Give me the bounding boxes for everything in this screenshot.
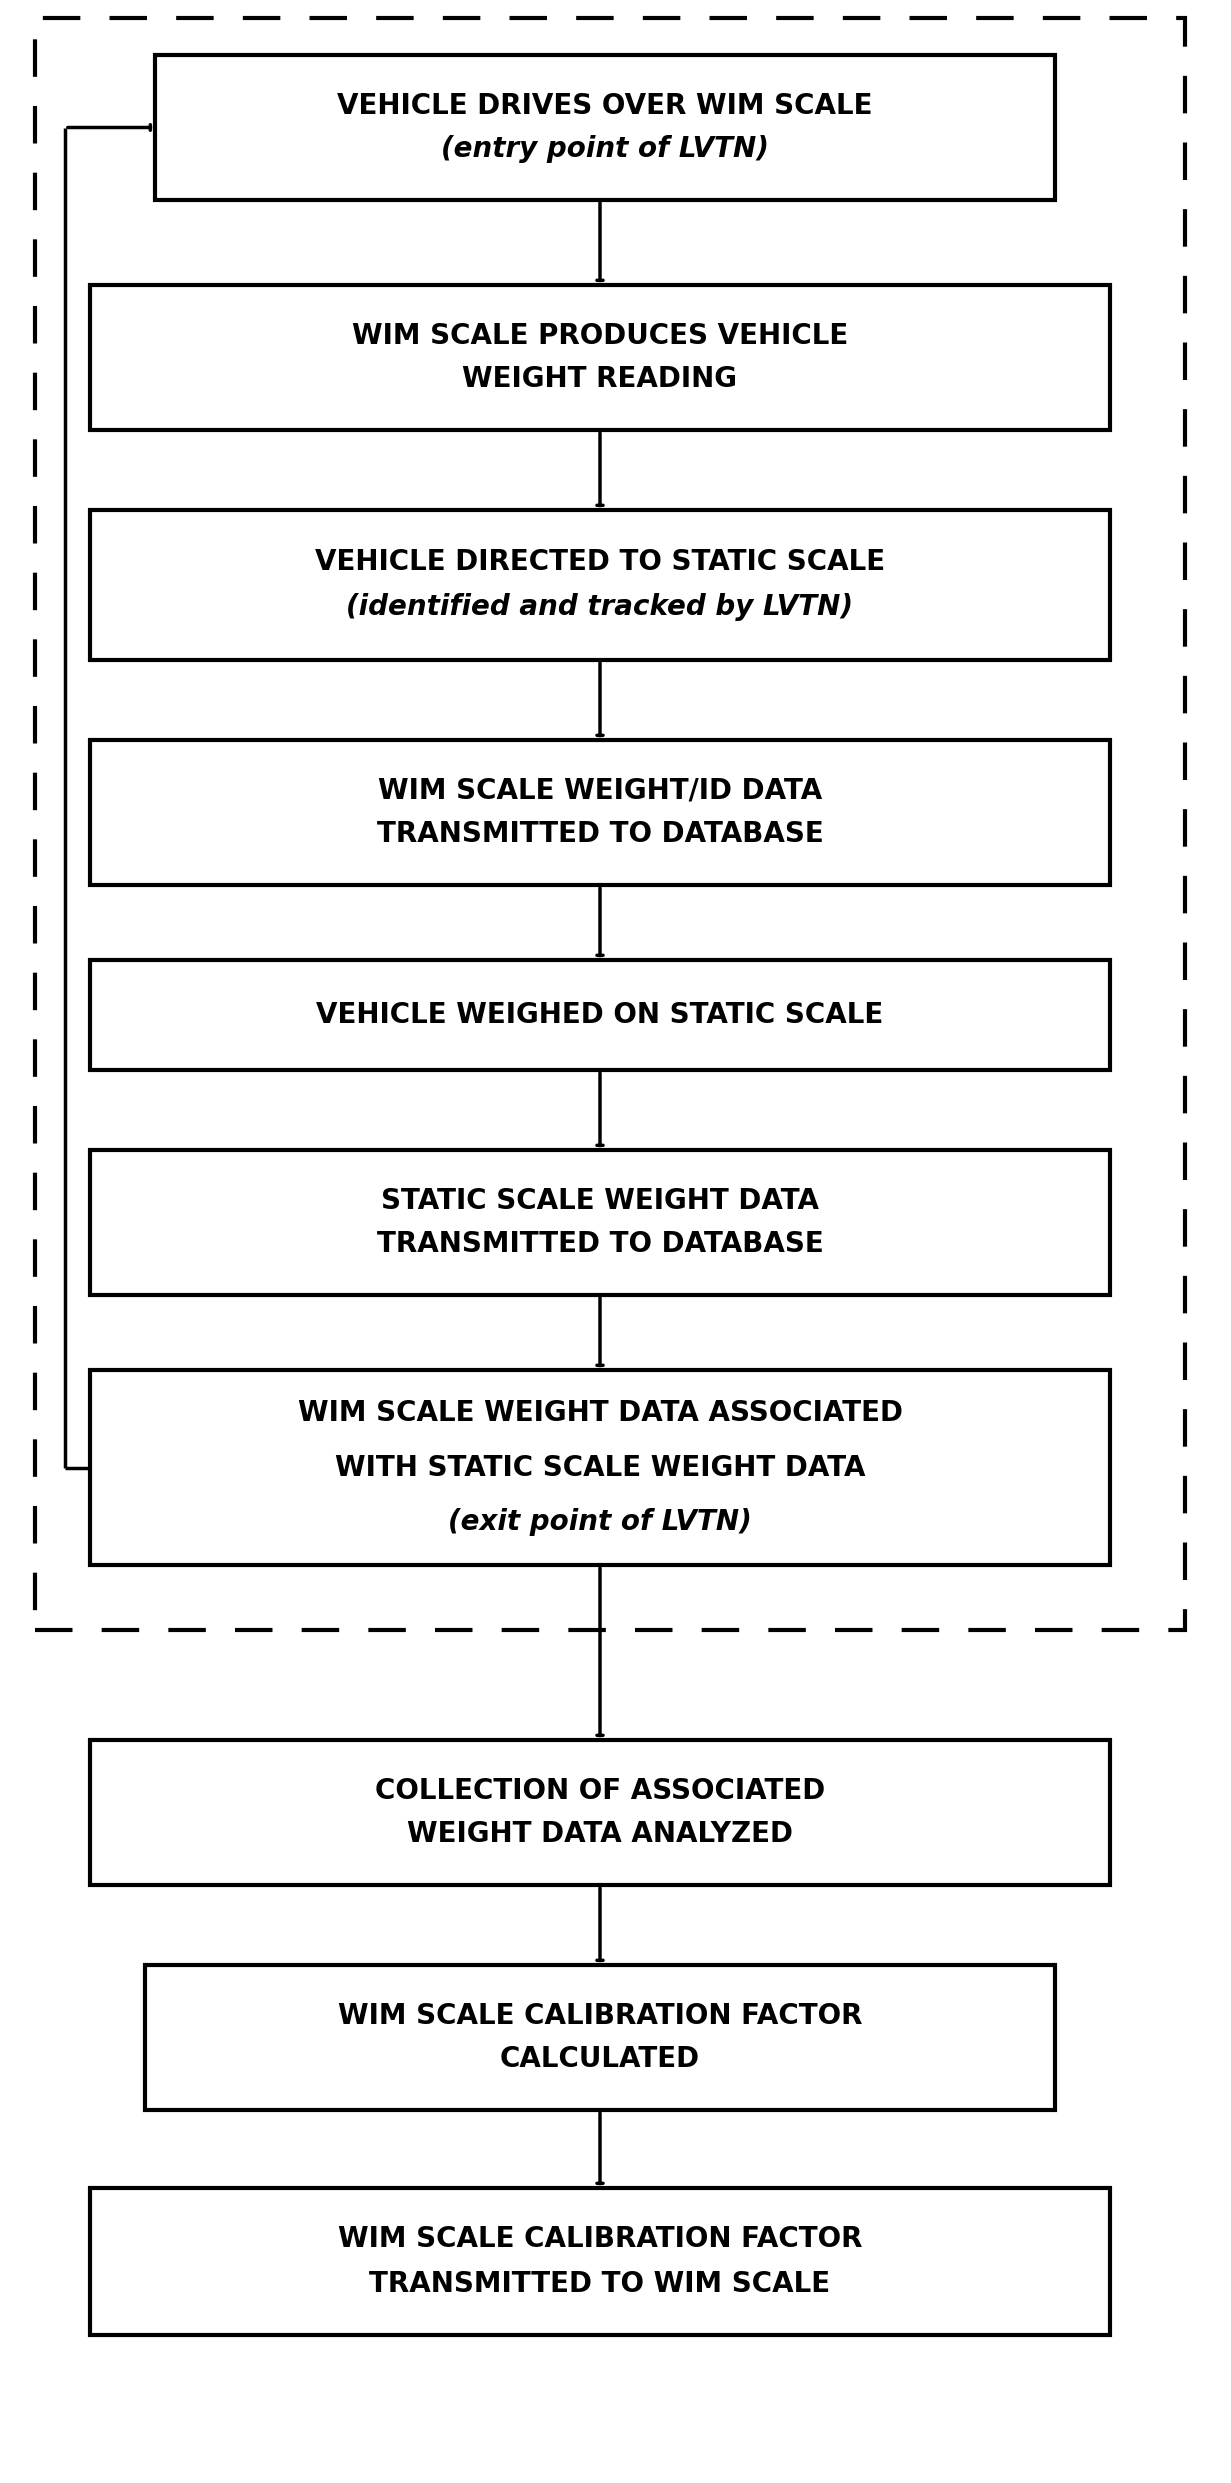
- Text: WIM SCALE WEIGHT DATA ASSOCIATED: WIM SCALE WEIGHT DATA ASSOCIATED: [298, 1398, 902, 1428]
- Bar: [90, 2188, 1110, 2334]
- Text: STATIC SCALE WEIGHT DATA: STATIC SCALE WEIGHT DATA: [382, 1187, 819, 1214]
- Text: WEIGHT DATA ANALYZED: WEIGHT DATA ANALYZED: [407, 1820, 793, 1847]
- Text: WITH STATIC SCALE WEIGHT DATA: WITH STATIC SCALE WEIGHT DATA: [335, 1453, 865, 1482]
- Text: WEIGHT READING: WEIGHT READING: [463, 365, 737, 392]
- Text: WIM SCALE WEIGHT/ID DATA: WIM SCALE WEIGHT/ID DATA: [378, 777, 822, 804]
- Text: (identified and tracked by LVTN): (identified and tracked by LVTN): [346, 593, 853, 621]
- Bar: [90, 740, 1110, 884]
- Bar: [155, 55, 1055, 201]
- Text: TRANSMITTED TO DATABASE: TRANSMITTED TO DATABASE: [377, 1229, 824, 1259]
- Bar: [90, 961, 1110, 1070]
- Bar: [145, 1964, 1055, 2111]
- Text: (exit point of LVTN): (exit point of LVTN): [448, 1507, 752, 1537]
- Text: VEHICLE DIRECTED TO STATIC SCALE: VEHICLE DIRECTED TO STATIC SCALE: [315, 549, 885, 576]
- Bar: [90, 286, 1110, 430]
- Text: VEHICLE WEIGHED ON STATIC SCALE: VEHICLE WEIGHED ON STATIC SCALE: [316, 1001, 884, 1028]
- Bar: [90, 509, 1110, 660]
- Bar: [34, 17, 1185, 1629]
- Bar: [90, 1371, 1110, 1564]
- Text: WIM SCALE PRODUCES VEHICLE: WIM SCALE PRODUCES VEHICLE: [352, 323, 848, 350]
- Text: TRANSMITTED TO WIM SCALE: TRANSMITTED TO WIM SCALE: [369, 2269, 831, 2297]
- Bar: [90, 1741, 1110, 1885]
- Text: TRANSMITTED TO DATABASE: TRANSMITTED TO DATABASE: [377, 819, 824, 849]
- Text: CALCULATED: CALCULATED: [500, 2046, 700, 2073]
- Text: WIM SCALE CALIBRATION FACTOR: WIM SCALE CALIBRATION FACTOR: [337, 2001, 862, 2029]
- Text: (entry point of LVTN): (entry point of LVTN): [441, 134, 769, 164]
- Text: WIM SCALE CALIBRATION FACTOR: WIM SCALE CALIBRATION FACTOR: [337, 2225, 862, 2255]
- Text: VEHICLE DRIVES OVER WIM SCALE: VEHICLE DRIVES OVER WIM SCALE: [337, 92, 873, 119]
- Text: COLLECTION OF ASSOCIATED: COLLECTION OF ASSOCIATED: [375, 1778, 825, 1805]
- Bar: [90, 1150, 1110, 1296]
